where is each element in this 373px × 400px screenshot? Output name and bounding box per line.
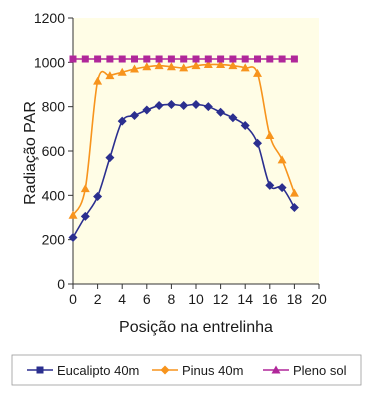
data-point [105,71,115,80]
data-point [217,55,225,63]
data-point [203,102,213,112]
data-point [68,210,78,219]
x-tick-label: 0 [69,291,77,307]
data-point [131,55,138,63]
data-point [142,105,152,115]
data-point [80,184,90,193]
data-point [105,153,115,163]
data-point [253,138,262,148]
data-point [191,99,201,109]
data-point [81,55,89,63]
data-point [154,61,164,70]
x-tick-label: 14 [237,291,253,307]
data-point [277,183,287,193]
data-point [167,55,175,63]
data-point [254,55,261,63]
data-point [289,188,299,197]
data-point [117,67,127,76]
data-point [240,121,250,131]
data-point [93,191,103,201]
data-point [180,55,188,63]
data-point [278,55,286,63]
data-point [228,113,238,123]
data-point [106,55,114,63]
legend-label: Pleno sol [293,363,347,378]
y-tick-label: 600 [42,143,66,159]
data-point [155,55,163,63]
data-point [68,232,78,242]
series-eucalipto-40m [68,99,299,242]
legend-marker [36,366,44,374]
y-tick-label: 1200 [34,10,65,26]
x-tick-labels: 0 2 4 6 8 10 12 14 16 18 20 [69,284,327,307]
x-tick-label: 4 [118,291,126,307]
data-point [228,61,238,70]
x-tick-label: 10 [188,291,204,307]
legend-label: Pinus 40m [182,363,243,378]
y-tick-label: 400 [42,187,66,203]
data-point [204,55,212,63]
data-point [229,55,237,63]
data-point [192,55,200,63]
data-point [266,55,274,63]
x-tick-label: 6 [143,291,151,307]
data-point [80,211,90,221]
data-point [179,101,189,111]
data-point [179,63,189,72]
x-tick-label: 16 [262,291,278,307]
legend-marker [160,365,170,375]
series-pinus-40m [68,60,299,219]
data-point [117,116,127,126]
series-pleno-sol [69,55,298,63]
data-point [216,107,226,117]
data-point [93,76,103,85]
data-point [143,55,151,63]
data-point [191,61,201,70]
data-point [118,55,126,63]
data-point [241,55,249,63]
data-point [290,55,298,63]
data-point [142,62,152,71]
y-tick-label: 200 [42,232,66,248]
data-point [130,64,139,73]
y-tick-labels: 0 200 400 600 800 1000 1200 [34,10,73,292]
y-axis-label: Radiação PAR [22,101,39,205]
y-tick-label: 1000 [34,54,65,70]
data-point [289,203,299,213]
legend-box [11,354,362,386]
data-point [203,60,213,69]
data-point [265,130,275,139]
data-point [277,155,287,164]
x-tick-label: 12 [213,291,229,307]
y-tick-label: 800 [42,99,66,115]
x-tick-label: 2 [94,291,102,307]
data-point [166,99,176,109]
x-axis-label: Posição na entrelinha [119,319,273,336]
data-point [69,55,77,63]
series-layer [68,55,299,242]
legend-label: Eucalipto 40m [57,363,139,378]
data-point [130,111,139,121]
data-point [265,180,275,190]
legend: Eucalipto 40m Pinus 40m Pleno sol [27,363,347,378]
y-tick-label: 0 [57,276,65,292]
data-point [166,62,176,71]
data-point [94,55,102,63]
data-point [154,101,164,111]
data-point [216,60,226,69]
data-point [240,63,250,72]
x-tick-label: 8 [168,291,176,307]
x-tick-label: 18 [287,291,303,307]
data-point [253,68,262,77]
legend-marker [271,365,281,374]
x-tick-label: 20 [311,291,327,307]
